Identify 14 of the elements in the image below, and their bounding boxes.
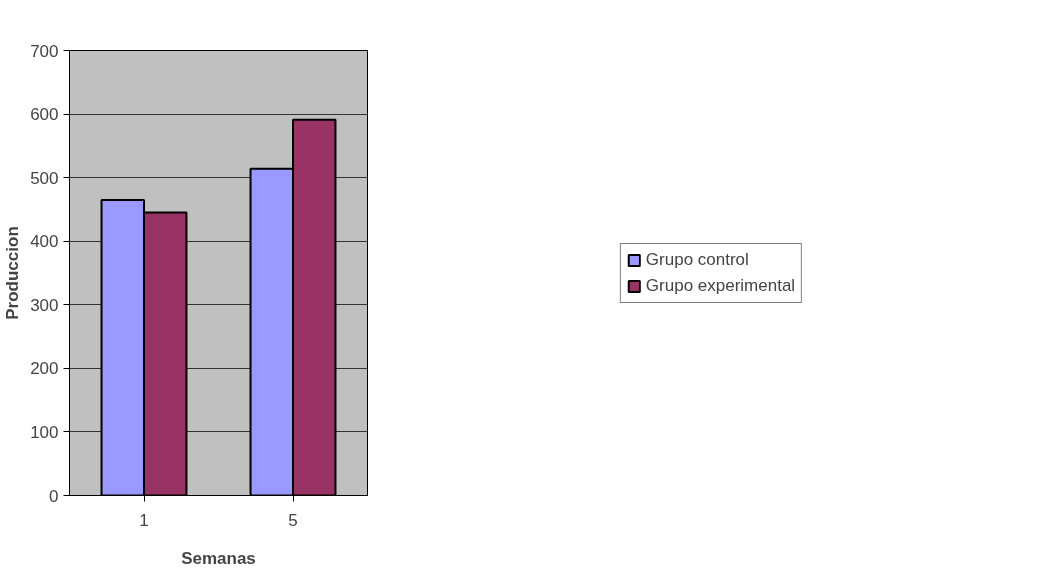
legend-label: Grupo control [645,249,749,270]
x-tick-label: 1 [139,510,149,530]
y-tick-label: 600 [30,105,59,125]
x-axis-title: Semanas [181,548,256,568]
y-axis-title: Produccion [3,226,23,320]
y-tick-label: 300 [30,295,59,315]
x-tick-label: 5 [288,510,298,530]
y-tick-label: 400 [30,232,59,252]
y-tick-label: 200 [30,359,59,379]
y-tick-label: 700 [30,41,59,61]
y-tick-label: 0 [49,486,59,506]
y-tick-label: 500 [30,168,59,188]
legend-label: Grupo experimental [645,275,796,296]
y-tick-label: 100 [30,422,59,442]
